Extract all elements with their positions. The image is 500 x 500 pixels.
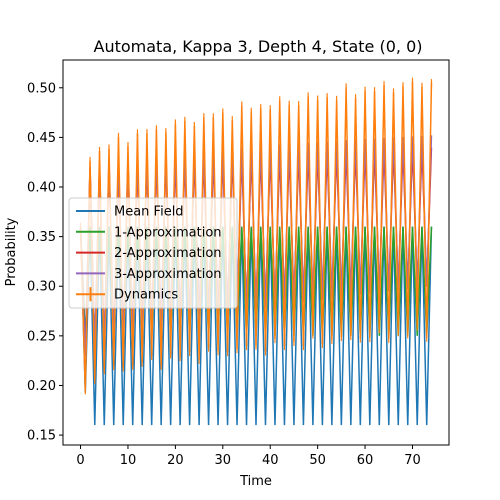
x-tick-label: 0: [76, 453, 84, 468]
legend-item-1-approximation: 1-Approximation: [76, 225, 222, 240]
legend-label: Mean Field: [114, 205, 184, 220]
legend-item-dynamics: Dynamics: [76, 287, 178, 303]
x-tick-label: 70: [404, 453, 421, 468]
legend-label: 3-Approximation: [114, 267, 222, 282]
x-tick-label: 40: [262, 453, 279, 468]
x-axis-label: Time: [239, 474, 272, 489]
x-tick-label: 10: [120, 453, 137, 468]
x-tick-label: 60: [357, 453, 374, 468]
y-tick-label: 0.50: [27, 81, 56, 96]
x-tick-label: 20: [167, 453, 184, 468]
legend-label: 2-Approximation: [114, 246, 222, 261]
y-tick-label: 0.25: [27, 329, 56, 344]
plot-frame: [62, 59, 450, 446]
legend-item-3-approximation: 3-Approximation: [76, 267, 222, 282]
ticks-layer: 0 10 20 30 40 50 60 70 0.15 0.20 0.25 0.30 0.35 0.40 0…: [27, 81, 421, 468]
y-tick-label: 0.15: [27, 429, 56, 444]
legend: Mean Field 1-Approximation 2-Approximation…: [68, 197, 238, 309]
y-tick-label: 0.45: [27, 131, 56, 146]
chart-title: Automata, Kappa 3, Depth 4, State (0, 0): [94, 37, 423, 56]
legend-box: [68, 197, 238, 309]
y-axis-label: Probability: [4, 217, 19, 286]
legend-item-2-approximation: 2-Approximation: [76, 246, 222, 261]
legend-item-mean-field: Mean Field: [76, 205, 184, 220]
y-tick-label: 0.30: [27, 280, 56, 295]
legend-label: 1-Approximation: [114, 225, 222, 240]
y-tick-label: 0.35: [27, 230, 56, 245]
y-tick-label: 0.20: [27, 379, 56, 394]
legend-label: Dynamics: [114, 288, 178, 303]
x-tick-label: 50: [309, 453, 326, 468]
x-tick-label: 30: [215, 453, 232, 468]
y-tick-label: 0.40: [27, 181, 56, 196]
